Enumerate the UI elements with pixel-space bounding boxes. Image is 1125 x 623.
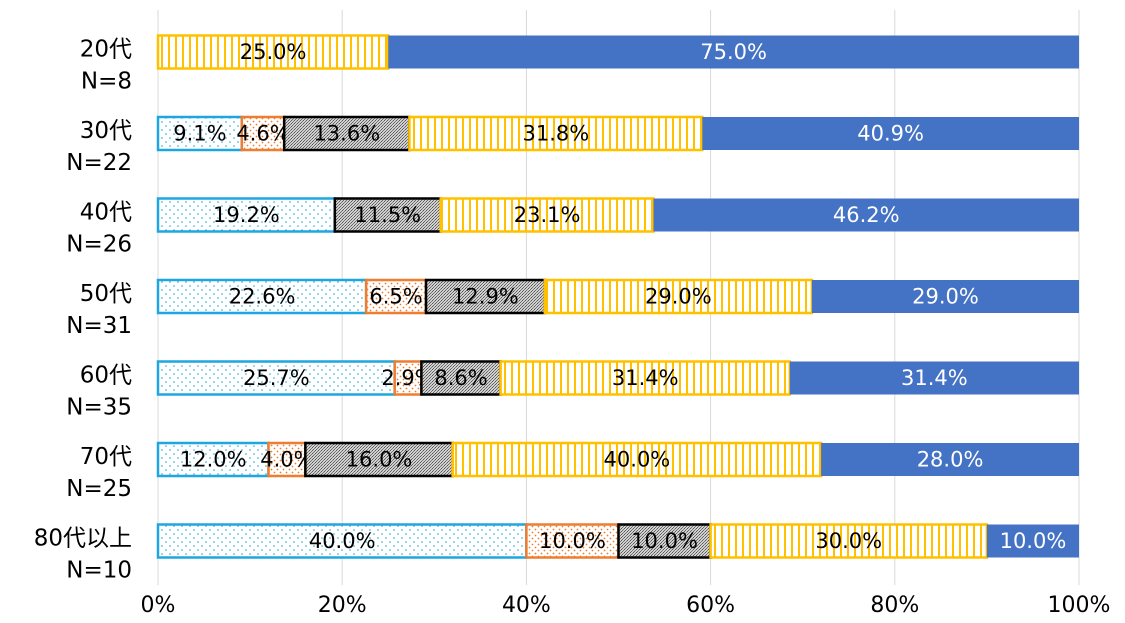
- bar-segment: [451, 441, 823, 478]
- value-label: 16.0%: [346, 448, 413, 472]
- category-label: N=35: [66, 395, 132, 421]
- value-label: 25.7%: [243, 366, 310, 390]
- category-label: 40代: [80, 200, 132, 226]
- value-label: 29.0%: [912, 285, 979, 309]
- x-tick-label: 40%: [502, 593, 551, 618]
- category-label: N=25: [66, 476, 132, 502]
- bar-segment: [709, 523, 989, 559]
- bar-segment: [986, 524, 1079, 558]
- value-label: 40.0%: [309, 529, 376, 553]
- category-label: 50代: [80, 281, 132, 307]
- bar-segment: [811, 280, 1079, 313]
- value-label: 13.6%: [313, 122, 380, 146]
- category-label: 80代以上: [34, 526, 132, 552]
- bar-segment: [333, 197, 442, 233]
- bar-segment: [156, 360, 396, 396]
- bar-segment: [499, 360, 792, 396]
- value-label: 40.0%: [604, 448, 671, 472]
- bar-segment: [653, 198, 1079, 232]
- value-label: 6.5%: [369, 285, 422, 309]
- bar-segment: [156, 115, 244, 152]
- bar-segment: [543, 278, 814, 315]
- value-label: 8.6%: [434, 366, 487, 390]
- value-label: 30.0%: [815, 529, 882, 553]
- x-tick-label: 0%: [141, 593, 176, 618]
- value-label: 10.0%: [539, 529, 606, 553]
- category-label: 20代: [80, 37, 132, 63]
- bar-segment: [617, 523, 712, 559]
- value-label: 12.9%: [452, 285, 519, 309]
- bar-segment: [420, 360, 502, 396]
- value-label: 75.0%: [700, 40, 767, 64]
- value-label: 31.4%: [901, 366, 968, 390]
- bar-segment: [156, 523, 528, 559]
- value-label: 22.6%: [229, 285, 296, 309]
- value-label: 28.0%: [917, 448, 984, 472]
- x-tick-label: 60%: [686, 593, 735, 618]
- bar-segment: [702, 117, 1079, 150]
- value-label: 9.1%: [173, 122, 226, 146]
- bar-segment: [525, 523, 620, 559]
- value-label: 12.0%: [180, 448, 247, 472]
- x-tick-label: 20%: [318, 593, 367, 618]
- category-label: N=22: [66, 150, 132, 176]
- value-label: 40.9%: [857, 122, 924, 146]
- bar-segment: [267, 441, 307, 478]
- x-tick-label: 80%: [870, 593, 919, 618]
- value-label: 31.4%: [612, 366, 679, 390]
- category-label: 30代: [80, 118, 132, 144]
- category-label: N=10: [66, 558, 132, 584]
- value-label: 10.0%: [631, 529, 698, 553]
- value-label: 29.0%: [645, 285, 712, 309]
- value-label: 23.1%: [514, 203, 581, 227]
- bar-segment: [821, 443, 1079, 476]
- bar-segment: [156, 441, 270, 478]
- bar-segment: [156, 34, 390, 70]
- value-label: 4.6%: [236, 122, 289, 146]
- x-tick-label: 100%: [1048, 593, 1111, 618]
- value-label: 11.5%: [354, 203, 421, 227]
- category-label: N=26: [66, 232, 132, 258]
- value-label: 46.2%: [833, 203, 900, 227]
- value-label: 19.2%: [213, 203, 280, 227]
- value-label: 10.0%: [1000, 529, 1067, 553]
- bar-segment: [424, 278, 547, 315]
- category-label: 60代: [80, 363, 132, 389]
- bar-segment: [388, 35, 1079, 69]
- bar-segment: [156, 278, 368, 315]
- category-label: 70代: [80, 444, 132, 470]
- bar-segment: [282, 115, 411, 152]
- bar-segment: [408, 115, 704, 152]
- category-label: N=31: [66, 313, 132, 339]
- value-label: 31.8%: [523, 122, 590, 146]
- value-label: 25.0%: [240, 40, 307, 64]
- category-label: N=8: [81, 69, 132, 95]
- bar-segment: [789, 361, 1079, 395]
